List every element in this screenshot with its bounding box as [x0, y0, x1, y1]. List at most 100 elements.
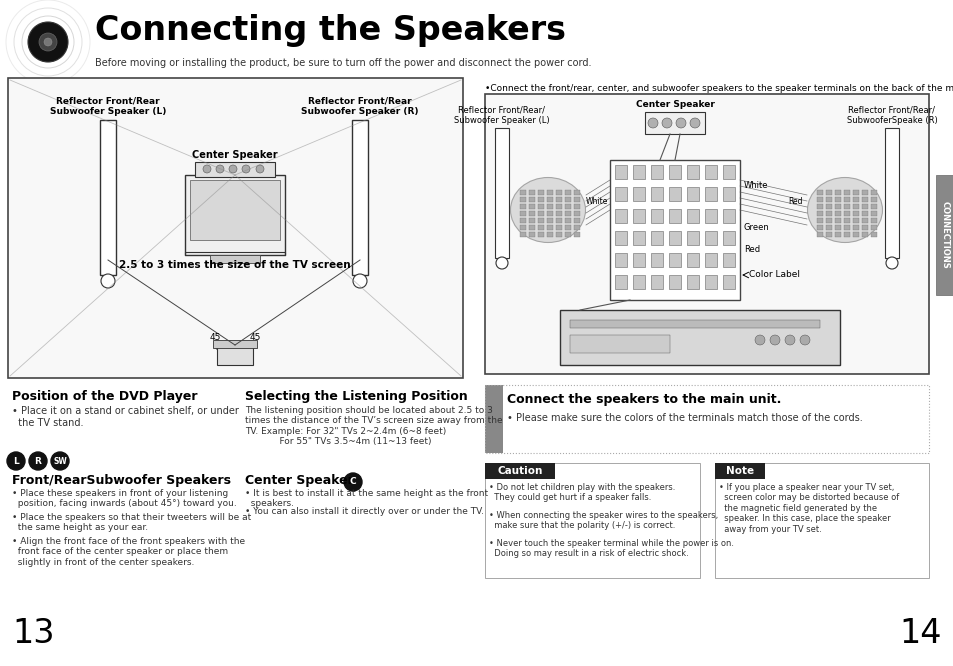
Bar [537, 218, 543, 223]
Bar [935, 175, 953, 295]
Bar [185, 175, 285, 255]
Bar [537, 225, 543, 230]
Text: Reflector Front/Rear
Subwoofer Speaker (L): Reflector Front/Rear Subwoofer Speaker (… [50, 97, 166, 116]
Bar [816, 211, 822, 216]
Bar [352, 120, 368, 275]
Circle shape [769, 335, 780, 345]
Bar [564, 190, 571, 195]
Circle shape [661, 118, 671, 128]
Bar [615, 253, 626, 267]
Bar [519, 225, 525, 230]
Bar [556, 190, 561, 195]
Text: 14: 14 [899, 617, 941, 650]
Bar [825, 197, 831, 202]
Bar [668, 187, 680, 201]
Circle shape [885, 257, 897, 269]
Text: • You can also install it directly over or under the TV.: • You can also install it directly over … [245, 507, 483, 516]
Circle shape [353, 274, 367, 288]
Bar [569, 335, 669, 353]
Bar [843, 204, 849, 209]
Bar [843, 225, 849, 230]
Bar [686, 253, 699, 267]
Bar [574, 204, 579, 209]
Bar [686, 187, 699, 201]
Bar [216, 345, 253, 365]
Bar [529, 190, 535, 195]
Text: Reflector Front/Rear/
SubwooferSpeake (R): Reflector Front/Rear/ SubwooferSpeake (R… [845, 106, 937, 125]
Bar [704, 253, 717, 267]
Bar [100, 120, 116, 275]
Bar [484, 463, 555, 479]
Text: • Never touch the speaker terminal while the power is on.
  Doing so may result : • Never touch the speaker terminal while… [489, 539, 733, 558]
Bar [816, 197, 822, 202]
Bar [825, 190, 831, 195]
Bar [862, 225, 867, 230]
Circle shape [800, 335, 809, 345]
Bar [852, 225, 858, 230]
Bar [574, 232, 579, 237]
Bar [862, 232, 867, 237]
Bar [862, 190, 867, 195]
Bar [633, 209, 644, 223]
Bar [529, 204, 535, 209]
Bar [537, 190, 543, 195]
Bar [519, 218, 525, 223]
Bar [650, 253, 662, 267]
Bar [574, 197, 579, 202]
Bar [722, 209, 734, 223]
Bar [546, 218, 553, 223]
Bar [546, 190, 553, 195]
Bar [852, 211, 858, 216]
Bar [668, 231, 680, 245]
Bar [519, 211, 525, 216]
Circle shape [44, 38, 52, 46]
Bar [650, 275, 662, 289]
Bar [529, 225, 535, 230]
Bar [546, 211, 553, 216]
Bar [633, 187, 644, 201]
Circle shape [7, 452, 25, 470]
Text: Center Speaker: Center Speaker [245, 474, 354, 487]
Bar [546, 197, 553, 202]
Bar [825, 211, 831, 216]
Text: Reflector Front/Rear/
Subwoofer Speaker (L): Reflector Front/Rear/ Subwoofer Speaker … [454, 106, 549, 125]
Bar [686, 231, 699, 245]
Text: R: R [34, 456, 41, 466]
Text: Connecting the Speakers: Connecting the Speakers [95, 14, 565, 47]
Text: 2.5 to 3 times the size of the TV screen: 2.5 to 3 times the size of the TV screen [119, 260, 351, 270]
Bar [852, 190, 858, 195]
Bar [194, 162, 274, 177]
Bar [843, 190, 849, 195]
Bar [556, 197, 561, 202]
Bar [686, 165, 699, 179]
Bar [564, 232, 571, 237]
Circle shape [203, 165, 211, 173]
Ellipse shape [806, 178, 882, 242]
Bar [816, 232, 822, 237]
Bar [722, 187, 734, 201]
Text: • Place the speakers so that their tweeters will be at
  the same height as your: • Place the speakers so that their tweet… [12, 513, 251, 532]
Bar [852, 204, 858, 209]
Text: • Please make sure the colors of the terminals match those of the cords.: • Please make sure the colors of the ter… [506, 413, 862, 423]
Bar [862, 211, 867, 216]
Bar [704, 231, 717, 245]
Circle shape [51, 452, 69, 470]
Bar [190, 180, 280, 240]
Circle shape [784, 335, 794, 345]
Bar [722, 165, 734, 179]
Bar [843, 232, 849, 237]
Text: • When connecting the speaker wires to the speakers,
  make sure that the polari: • When connecting the speaker wires to t… [489, 511, 718, 530]
Bar [546, 232, 553, 237]
Text: • Align the front face of the front speakers with the
  front face of the center: • Align the front face of the front spea… [12, 537, 245, 567]
Text: Caution: Caution [497, 466, 542, 476]
Bar [574, 218, 579, 223]
Text: Front/RearSubwoofer Speakers: Front/RearSubwoofer Speakers [12, 474, 231, 487]
Bar [574, 211, 579, 216]
Bar [825, 232, 831, 237]
Bar [650, 209, 662, 223]
Bar [537, 232, 543, 237]
Text: • If you place a speaker near your TV set,
  screen color may be distorted becau: • If you place a speaker near your TV se… [719, 483, 899, 533]
Text: Connect the speakers to the main unit.: Connect the speakers to the main unit. [506, 393, 781, 406]
Bar [852, 218, 858, 223]
Bar [484, 385, 928, 453]
